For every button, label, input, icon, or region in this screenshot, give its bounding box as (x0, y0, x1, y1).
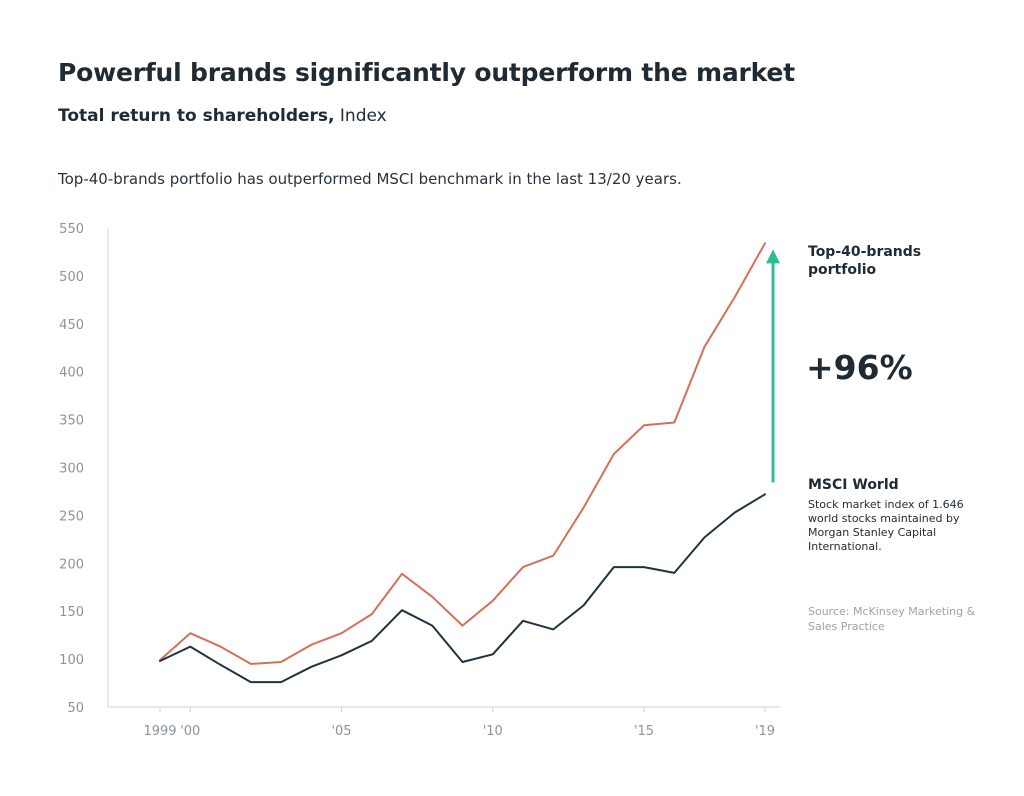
y-tick-label: 550 (59, 222, 84, 237)
y-tick-label: 500 (59, 270, 84, 285)
difference-arrow-head (766, 249, 780, 264)
y-tick-label: 50 (67, 701, 84, 716)
difference-arrow (766, 249, 780, 483)
x-tick-label: 1999 (143, 724, 176, 739)
top40-series-label: Top-40-brands portfolio (808, 244, 922, 278)
y-tick-label: 450 (59, 318, 84, 333)
msci-description: Stock market index of 1.646 world stocks… (808, 498, 964, 553)
y-tick-label: 250 (59, 509, 84, 524)
difference-value: +96% (806, 348, 913, 387)
chart-description: Top-40-brands portfolio has outperformed… (58, 170, 682, 188)
x-tick-label: '10 (483, 724, 503, 739)
source-note: Source: McKinsey Marketing & Sales Pract… (808, 605, 976, 633)
y-tick-label: 350 (59, 414, 84, 429)
top40-series-line (159, 242, 766, 665)
y-tick-label: 150 (59, 605, 84, 620)
msci-series-line (159, 493, 766, 684)
y-tick-label: 400 (59, 366, 84, 381)
x-tick-label: '19 (755, 724, 775, 739)
msci-series-label: MSCI World (808, 477, 899, 493)
y-tick-label: 200 (59, 557, 84, 572)
chart-axes: 50 100 150 200 250 300 350 400 450 500 550 1999 '00 '… (59, 222, 780, 739)
x-tick-label: '05 (331, 724, 351, 739)
subtitle-unit: Index (334, 106, 387, 126)
x-tick-label: '00 (180, 724, 200, 739)
chart-title: Powerful brands significantly outperform… (58, 58, 795, 87)
y-tick-label: 100 (59, 653, 84, 668)
chart-series (159, 242, 766, 684)
x-tick-label: '15 (634, 724, 654, 739)
subtitle-measure: Total return to shareholders, (58, 106, 335, 126)
y-tick-label: 300 (59, 462, 84, 477)
chart-subtitle: Total return to shareholders, Index (58, 106, 387, 126)
